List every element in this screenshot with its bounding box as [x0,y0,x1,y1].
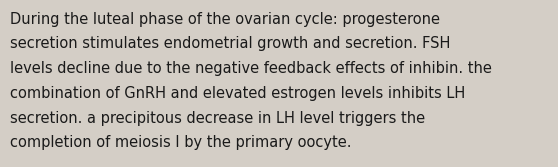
Text: secretion. a precipitous decrease in LH level triggers the: secretion. a precipitous decrease in LH … [10,111,425,126]
Text: secretion stimulates endometrial growth and secretion. FSH: secretion stimulates endometrial growth … [10,36,450,51]
Text: combination of GnRH and elevated estrogen levels inhibits LH: combination of GnRH and elevated estroge… [10,86,465,101]
Text: completion of meiosis I by the primary oocyte.: completion of meiosis I by the primary o… [10,135,352,150]
Text: levels decline due to the negative feedback effects of inhibin. the: levels decline due to the negative feedb… [10,61,492,76]
Text: During the luteal phase of the ovarian cycle: progesterone: During the luteal phase of the ovarian c… [10,12,440,27]
